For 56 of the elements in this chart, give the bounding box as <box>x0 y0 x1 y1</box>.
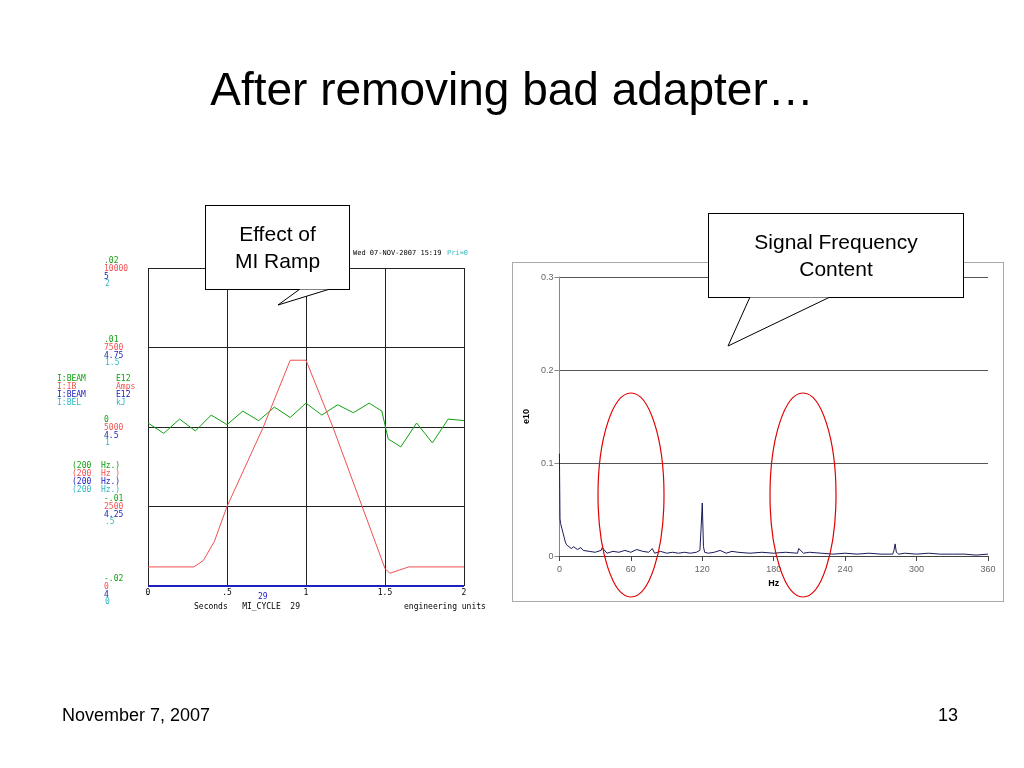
y-tick-label: .01 <box>104 335 119 344</box>
text: Seconds MI_CYCLE 29 <box>194 602 300 611</box>
text: 29 <box>258 592 268 601</box>
text: I:BEAM <box>57 374 86 383</box>
annotation: Signal Frequency Content <box>753 229 919 282</box>
x-tick-label: 0 <box>145 587 151 597</box>
y3-tick-label: 4.75 <box>104 351 124 360</box>
x-tick-label: 120 <box>694 563 710 574</box>
x-tick-label: 2 <box>461 587 467 597</box>
text: November 7, 2007 <box>62 705 211 725</box>
x-tick-label: 300 <box>909 563 925 574</box>
y3-tick-label: 4.25 <box>104 510 124 519</box>
x-tick-label: .5 <box>222 587 232 597</box>
text: I:IB <box>57 382 77 391</box>
y-tick-label: 0.1 <box>540 458 554 468</box>
annotation: Effect of MI Ramp <box>233 221 322 274</box>
text: 1.5 <box>105 358 120 367</box>
text: kJ <box>116 398 126 407</box>
text: 1 <box>105 438 110 447</box>
y3-tick-label: 5 <box>104 271 109 281</box>
text: engineering units <box>404 602 486 611</box>
x-axis-title: Hz <box>768 577 780 588</box>
y3-tick-label: 4 <box>104 589 109 599</box>
line-series <box>147 359 465 574</box>
x-tick-label: 240 <box>837 563 853 574</box>
text: 13 <box>938 705 959 725</box>
y2-tick-label: 7500 <box>104 343 124 352</box>
x-tick-label: 1.5 <box>377 587 393 597</box>
y-tick-label: 0 <box>548 551 554 561</box>
y2-tick-label: 5000 <box>104 422 124 432</box>
y-tick-label: -.01 <box>104 494 124 503</box>
text: 2 <box>105 279 110 288</box>
y-tick-label: -.02 <box>104 573 124 583</box>
text: I:BEL <box>57 398 82 407</box>
y-tick-label: .02 <box>104 255 119 265</box>
x-tick-label: 0 <box>556 563 562 574</box>
text: I:BEAM <box>57 390 86 399</box>
text: E12 <box>116 390 131 399</box>
text: E12 <box>116 374 131 383</box>
text: (200 Hz ) <box>72 469 121 478</box>
y3-tick-label: 4.5 <box>104 430 119 440</box>
x-tick-label: 60 <box>625 563 636 574</box>
text: (200 Hz.) <box>72 461 121 470</box>
text: (200 Hz.) <box>72 485 121 494</box>
chart-title: After removing bad adapter… <box>209 62 815 116</box>
x-tick-label: 1 <box>303 587 309 597</box>
y-tick-label: 0 <box>104 414 109 424</box>
text: (200 Hz.) <box>72 477 121 486</box>
text: Amps <box>116 382 136 391</box>
y-tick-label: 0.2 <box>540 365 554 375</box>
x-tick-label: 360 <box>980 563 996 574</box>
y-axis-title: e10 <box>520 408 531 425</box>
y2-tick-label: 10000 <box>104 263 129 273</box>
y2-tick-label: 2500 <box>104 502 124 511</box>
y-tick-label: 0.3 <box>540 272 554 282</box>
text: .5 <box>105 517 115 526</box>
